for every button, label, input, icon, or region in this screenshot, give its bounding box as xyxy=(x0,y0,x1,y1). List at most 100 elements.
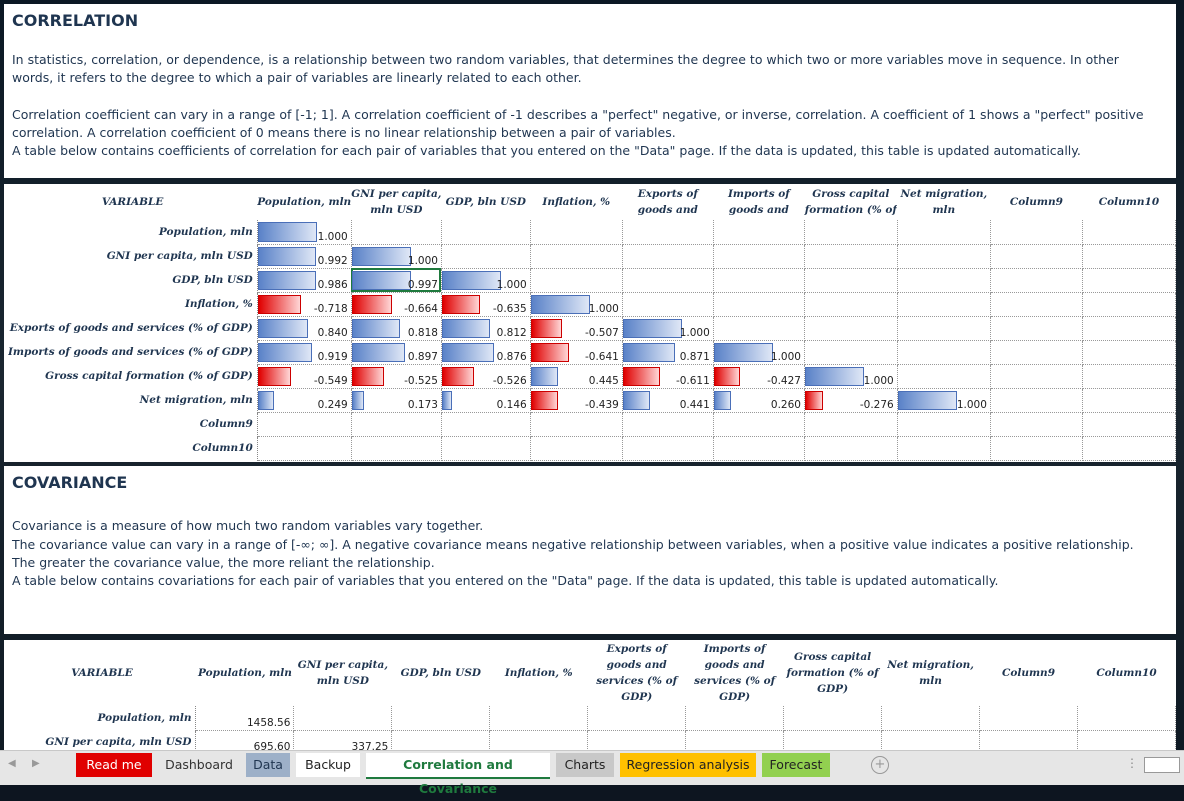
table-cell[interactable] xyxy=(441,412,531,437)
table-cell[interactable] xyxy=(530,412,623,437)
table-cell[interactable] xyxy=(897,340,991,365)
table-cell[interactable] xyxy=(587,730,687,750)
table-cell[interactable] xyxy=(530,436,623,461)
table-cell[interactable] xyxy=(713,316,805,341)
table-cell[interactable] xyxy=(990,436,1083,461)
table-cell[interactable]: 1.000 xyxy=(804,364,898,389)
table-cell[interactable]: 0.919 xyxy=(257,340,352,365)
table-cell[interactable]: 0.818 xyxy=(351,316,442,341)
table-cell[interactable]: -0.525 xyxy=(351,364,442,389)
table-cell[interactable] xyxy=(1082,388,1177,413)
sheet-tab-data[interactable]: Data xyxy=(246,753,290,777)
table-cell[interactable] xyxy=(587,706,687,731)
table-cell[interactable] xyxy=(530,244,623,269)
table-cell[interactable]: 0.986 xyxy=(257,268,352,293)
table-cell[interactable] xyxy=(622,292,714,317)
sheet-tab-regression-analysis[interactable]: Regression analysis xyxy=(620,753,756,777)
table-cell[interactable] xyxy=(1082,220,1177,245)
table-cell[interactable] xyxy=(1077,730,1176,750)
more-options-icon[interactable]: ⋮ xyxy=(1126,756,1138,770)
chevron-left-icon[interactable]: ◀ xyxy=(8,758,16,769)
horizontal-scrollbar[interactable] xyxy=(1144,757,1180,773)
table-cell[interactable] xyxy=(391,730,491,750)
table-cell[interactable]: 1.000 xyxy=(713,340,805,365)
table-cell[interactable] xyxy=(804,220,898,245)
table-cell[interactable] xyxy=(897,316,991,341)
table-cell[interactable] xyxy=(897,268,991,293)
add-sheet-icon[interactable]: + xyxy=(871,756,889,774)
sheet-tab-read-me[interactable]: Read me xyxy=(76,753,152,777)
table-cell[interactable] xyxy=(1082,292,1177,317)
table-cell[interactable] xyxy=(804,412,898,437)
table-cell[interactable] xyxy=(1082,412,1177,437)
table-cell[interactable] xyxy=(257,436,352,461)
table-cell[interactable] xyxy=(990,220,1083,245)
table-cell[interactable] xyxy=(804,244,898,269)
table-cell[interactable]: 0.812 xyxy=(441,316,531,341)
table-cell[interactable] xyxy=(685,706,785,731)
sheet-tab-charts[interactable]: Charts xyxy=(556,753,614,777)
table-cell[interactable]: -0.635 xyxy=(441,292,531,317)
table-cell[interactable] xyxy=(622,412,714,437)
table-cell[interactable]: 695.60 xyxy=(195,730,295,750)
table-cell[interactable]: -0.664 xyxy=(351,292,442,317)
sheet-tab-backup[interactable]: Backup xyxy=(296,753,360,777)
table-cell[interactable]: 1.000 xyxy=(351,244,442,269)
table-cell[interactable]: -0.549 xyxy=(257,364,352,389)
table-cell[interactable] xyxy=(990,340,1083,365)
table-cell[interactable]: 1.000 xyxy=(257,220,352,245)
table-cell[interactable]: 1458.56 xyxy=(195,706,295,731)
table-cell[interactable]: -0.526 xyxy=(441,364,531,389)
table-cell[interactable]: -0.641 xyxy=(530,340,623,365)
table-cell[interactable]: 0.840 xyxy=(257,316,352,341)
table-cell[interactable]: 337.25 xyxy=(293,730,393,750)
table-cell[interactable] xyxy=(713,292,805,317)
table-cell[interactable] xyxy=(530,220,623,245)
table-cell[interactable]: 1.000 xyxy=(530,292,623,317)
table-cell[interactable] xyxy=(489,706,589,731)
table-cell[interactable] xyxy=(897,220,991,245)
table-cell[interactable] xyxy=(990,388,1083,413)
table-cell[interactable] xyxy=(897,244,991,269)
table-cell[interactable] xyxy=(783,706,883,731)
table-cell[interactable] xyxy=(1082,340,1177,365)
sheet-tab-forecast[interactable]: Forecast xyxy=(762,753,830,777)
table-cell[interactable]: 0.260 xyxy=(713,388,805,413)
table-cell[interactable] xyxy=(257,412,352,437)
table-cell[interactable] xyxy=(990,412,1083,437)
table-cell[interactable] xyxy=(990,244,1083,269)
table-cell[interactable] xyxy=(1082,268,1177,293)
table-cell[interactable] xyxy=(897,412,991,437)
table-cell[interactable] xyxy=(293,706,393,731)
table-cell[interactable] xyxy=(897,364,991,389)
table-cell[interactable] xyxy=(979,706,1078,731)
table-cell[interactable]: 0.146 xyxy=(441,388,531,413)
table-cell[interactable] xyxy=(783,730,883,750)
table-cell[interactable] xyxy=(391,706,491,731)
table-cell[interactable] xyxy=(530,268,623,293)
table-cell[interactable] xyxy=(881,730,981,750)
table-cell[interactable]: 1.000 xyxy=(622,316,714,341)
table-cell[interactable] xyxy=(1082,316,1177,341)
table-cell[interactable] xyxy=(990,364,1083,389)
table-cell[interactable] xyxy=(990,268,1083,293)
table-cell[interactable] xyxy=(897,436,991,461)
table-cell[interactable] xyxy=(713,412,805,437)
table-cell[interactable]: -0.439 xyxy=(530,388,623,413)
table-cell[interactable] xyxy=(713,436,805,461)
table-cell[interactable] xyxy=(441,244,531,269)
table-cell[interactable]: 0.249 xyxy=(257,388,352,413)
table-cell[interactable] xyxy=(804,268,898,293)
table-cell[interactable]: -0.611 xyxy=(622,364,714,389)
table-cell[interactable] xyxy=(713,268,805,293)
sheet-tab-dashboard[interactable]: Dashboard xyxy=(165,757,233,772)
table-cell[interactable] xyxy=(804,340,898,365)
table-cell[interactable]: 0.997 xyxy=(351,268,442,293)
table-cell[interactable]: 0.876 xyxy=(441,340,531,365)
table-cell[interactable] xyxy=(804,316,898,341)
table-cell[interactable] xyxy=(979,730,1078,750)
table-cell[interactable]: -0.276 xyxy=(804,388,898,413)
table-cell[interactable] xyxy=(685,730,785,750)
table-cell[interactable]: 0.173 xyxy=(351,388,442,413)
table-cell[interactable]: 0.441 xyxy=(622,388,714,413)
